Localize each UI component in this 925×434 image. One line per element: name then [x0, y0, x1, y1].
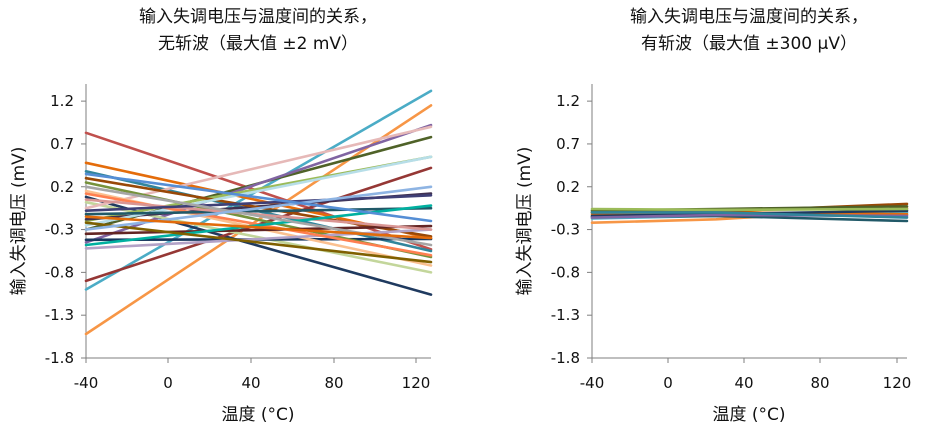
series-line-unit-30 — [84, 215, 433, 240]
x-tick-label: -40 — [580, 374, 605, 392]
y-tick-label: -1.3 — [551, 306, 580, 324]
y-tick-label: -0.8 — [551, 263, 580, 281]
chart-title-line-1: 输入失调电压与温度间的关系， — [630, 7, 868, 27]
y-tick-label: -1.8 — [45, 349, 74, 367]
y-tick-label: -0.8 — [45, 263, 74, 281]
series-line-unit-9 — [590, 207, 909, 212]
x-tick-label: 120 — [883, 374, 912, 392]
y-tick-label: 1.2 — [50, 92, 74, 110]
x-axis-title: 温度 (°C) — [221, 405, 294, 425]
x-axis-title: 温度 (°C) — [712, 405, 785, 425]
series-line-unit-22 — [84, 206, 433, 216]
y-tick-label: 1.2 — [556, 92, 580, 110]
series-line-unit-24 — [84, 194, 433, 212]
chart-title-line-2: 无斩波（最大值 ±2 mV） — [158, 34, 358, 54]
chart-title-line-2: 有斩波（最大值 ±300 μV） — [641, 34, 857, 54]
y-tick-label: 0.7 — [50, 135, 74, 153]
y-tick-label: -0.3 — [45, 221, 74, 239]
x-tick-label: 0 — [663, 374, 673, 392]
x-tick-label: 0 — [163, 374, 173, 392]
x-tick-label: -40 — [74, 374, 99, 392]
y-tick-label: -1.3 — [45, 306, 74, 324]
y-tick-label: 0.2 — [50, 178, 74, 196]
y-axis-title: 输入失调电压 (mV) — [9, 147, 29, 296]
x-tick-label: 80 — [810, 374, 829, 392]
series-line-unit-27 — [84, 221, 433, 264]
y-tick-label: -1.8 — [551, 349, 580, 367]
y-axis-title: 输入失调电压 (mV) — [515, 147, 535, 296]
y-tick-label: 0.2 — [556, 178, 580, 196]
y-tick-label: -0.3 — [551, 221, 580, 239]
x-tick-label: 80 — [324, 374, 343, 392]
x-tick-label: 40 — [734, 374, 753, 392]
x-tick-label: 40 — [241, 374, 260, 392]
series-line-unit-28 — [84, 185, 433, 231]
chart-panel-1: 输入失调电压与温度间的关系， 无斩波（最大值 ±2 mV） 1.2 0.7 0.2 -0.… — [9, 7, 433, 425]
series-line-unit-10 — [590, 211, 909, 219]
x-tick-label: 120 — [402, 374, 431, 392]
series-line-unit-29 — [84, 172, 433, 223]
series-line-unit-19 — [84, 224, 433, 236]
y-tick-label: 0.7 — [556, 135, 580, 153]
chart-title-line-1: 输入失调电压与温度间的关系， — [139, 7, 377, 27]
series-line-unit-20 — [84, 228, 433, 250]
chart-panel-2: 输入失调电压与温度间的关系， 有斩波（最大值 ±300 μV） 1.2 0.7 0.2 -… — [515, 7, 911, 425]
